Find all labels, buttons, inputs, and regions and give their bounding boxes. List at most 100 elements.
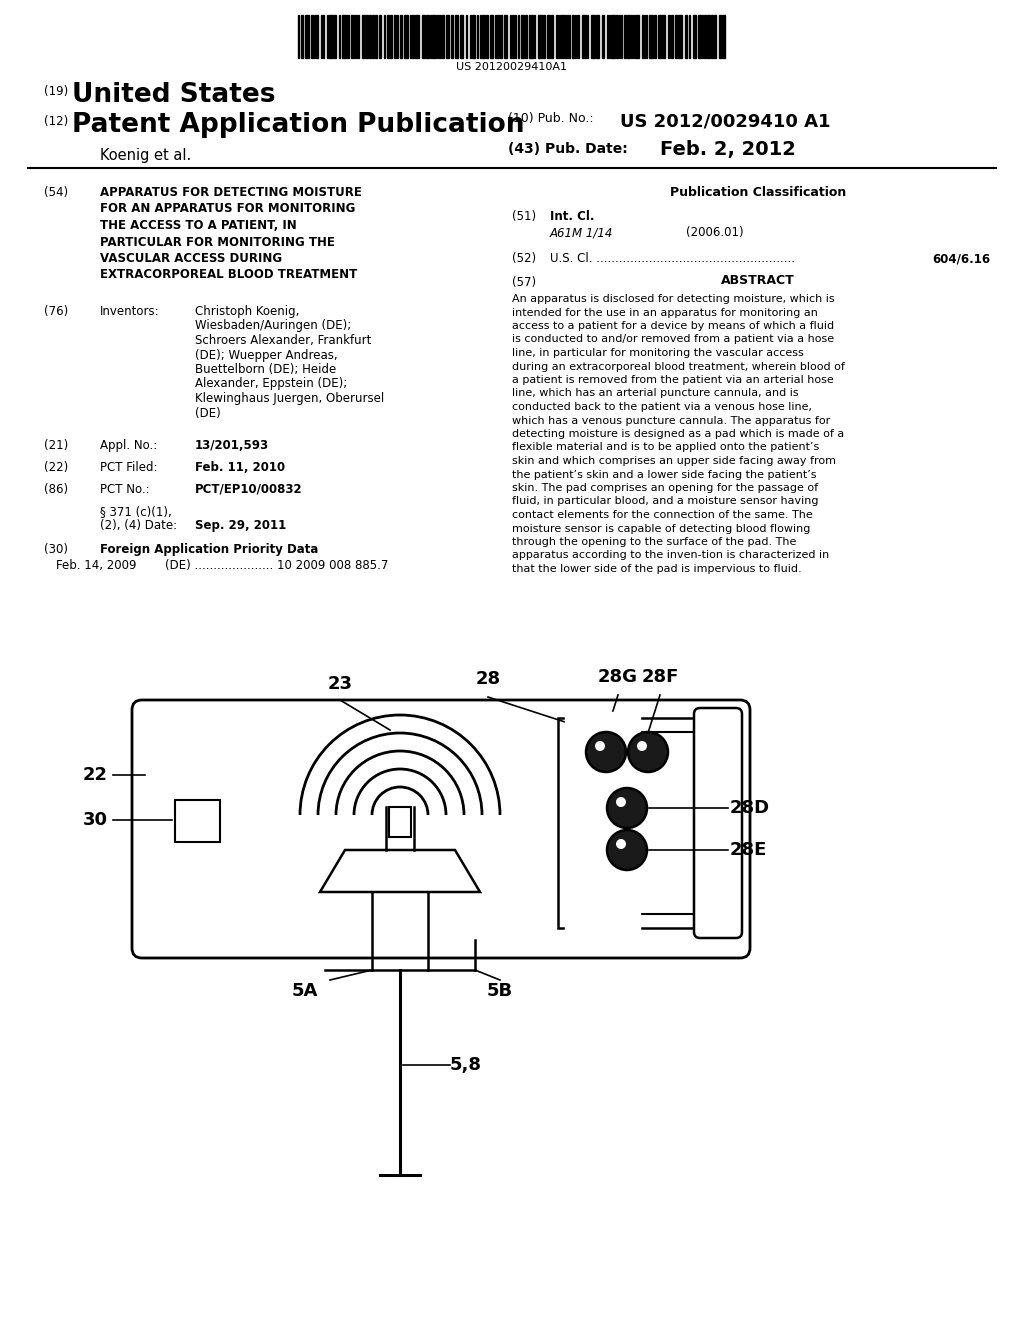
Bar [372, 15, 374, 58]
Text: (57): (57) [512, 276, 537, 289]
Bar [316, 15, 318, 58]
Text: THE ACCESS TO A PATIENT, IN: THE ACCESS TO A PATIENT, IN [100, 219, 297, 232]
Bar [334, 15, 336, 58]
Text: 22: 22 [83, 766, 108, 784]
Bar [366, 15, 368, 58]
Text: intended for the use in an apparatus for monitoring an: intended for the use in an apparatus for… [512, 308, 818, 318]
Text: flexible material and is to be applied onto the patient’s: flexible material and is to be applied o… [512, 442, 819, 453]
Bar [547, 15, 550, 58]
Text: (52): (52) [512, 252, 537, 265]
Bar [602, 15, 604, 58]
Bar [390, 15, 392, 58]
FancyBboxPatch shape [132, 700, 750, 958]
FancyBboxPatch shape [694, 708, 742, 939]
Text: Wiesbaden/Auringen (DE);: Wiesbaden/Auringen (DE); [195, 319, 351, 333]
Bar [624, 15, 626, 58]
Bar [400, 15, 402, 58]
Text: PCT/EP10/00832: PCT/EP10/00832 [195, 483, 303, 496]
Text: FOR AN APPARATUS FOR MONITORING: FOR AN APPARATUS FOR MONITORING [100, 202, 355, 215]
Bar [719, 15, 721, 58]
Text: Patent Application Publication: Patent Application Publication [72, 112, 524, 139]
Bar [565, 711, 640, 935]
Text: § 371 (c)(1),: § 371 (c)(1), [100, 506, 172, 517]
Text: 30: 30 [83, 810, 108, 829]
Text: contact elements for the connection of the same. The: contact elements for the connection of t… [512, 510, 813, 520]
Bar [347, 15, 349, 58]
Text: Feb. 2, 2012: Feb. 2, 2012 [660, 140, 796, 158]
Text: 23: 23 [328, 675, 352, 693]
Bar [512, 15, 514, 58]
Text: skin. The pad comprises an opening for the passage of: skin. The pad comprises an opening for t… [512, 483, 818, 492]
Bar [460, 15, 463, 58]
Bar [596, 15, 599, 58]
Polygon shape [319, 850, 480, 892]
Text: (2006.01): (2006.01) [686, 226, 743, 239]
Bar [685, 15, 687, 58]
Bar [543, 15, 545, 58]
Text: Foreign Application Priority Data: Foreign Application Priority Data [100, 543, 318, 556]
Circle shape [637, 741, 647, 751]
Text: Sep. 29, 2011: Sep. 29, 2011 [195, 519, 287, 532]
Text: (DE); Wuepper Andreas,: (DE); Wuepper Andreas, [195, 348, 338, 362]
Bar [387, 15, 389, 58]
Text: An apparatus is disclosed for detecting moisture, which is: An apparatus is disclosed for detecting … [512, 294, 835, 304]
Text: APPARATUS FOR DETECTING MOISTURE: APPARATUS FOR DETECTING MOISTURE [100, 186, 361, 199]
Bar [561, 15, 564, 58]
Bar [446, 15, 449, 58]
Bar [627, 15, 630, 58]
Text: is conducted to and/or removed from a patient via a hose: is conducted to and/or removed from a pa… [512, 334, 835, 345]
Bar [538, 15, 542, 58]
Text: 13/201,593: 13/201,593 [195, 440, 269, 451]
Bar [375, 15, 377, 58]
Circle shape [616, 840, 626, 849]
Bar [635, 15, 639, 58]
Text: (51): (51) [512, 210, 537, 223]
Bar [525, 15, 527, 58]
Bar [577, 15, 579, 58]
Text: Publication Classification: Publication Classification [670, 186, 846, 199]
Text: ABSTRACT: ABSTRACT [721, 275, 795, 286]
Bar [329, 15, 333, 58]
Bar [662, 15, 665, 58]
Text: detecting moisture is designed as a pad which is made of a: detecting moisture is designed as a pad … [512, 429, 844, 440]
Bar [722, 15, 725, 58]
Text: through the opening to the surface of the pad. The: through the opening to the surface of th… [512, 537, 797, 546]
Text: a patient is removed from the patient via an arterial hose: a patient is removed from the patient vi… [512, 375, 834, 385]
Bar [654, 15, 656, 58]
Text: United States: United States [72, 82, 275, 108]
Bar [175, 800, 220, 842]
Text: 5A: 5A [292, 982, 318, 1001]
Bar [698, 15, 701, 58]
Text: (30): (30) [44, 543, 68, 556]
Bar [711, 15, 713, 58]
Bar [311, 15, 313, 58]
Circle shape [607, 788, 647, 828]
Text: (10) Pub. No.:: (10) Pub. No.: [508, 112, 594, 125]
Bar [482, 15, 485, 58]
Text: U.S. Cl. .....................................................: U.S. Cl. ...............................… [550, 252, 795, 265]
Bar [415, 15, 419, 58]
Text: (12): (12) [44, 115, 69, 128]
Bar [442, 15, 444, 58]
Bar [426, 15, 429, 58]
Bar [705, 15, 706, 58]
Text: (DE) ..................... 10 2009 008 885.7: (DE) ..................... 10 2009 008 8… [165, 558, 388, 572]
Text: 28: 28 [475, 671, 501, 688]
Text: Int. Cl.: Int. Cl. [550, 210, 595, 223]
Bar [668, 15, 670, 58]
Text: moisture sensor is capable of detecting blood flowing: moisture sensor is capable of detecting … [512, 524, 810, 533]
Text: (43) Pub. Date:: (43) Pub. Date: [508, 143, 628, 156]
Bar [658, 15, 662, 58]
Text: (86): (86) [44, 483, 69, 496]
Text: 5B: 5B [487, 982, 513, 1001]
Text: PARTICULAR FOR MONITORING THE: PARTICULAR FOR MONITORING THE [100, 235, 335, 248]
Bar [394, 15, 396, 58]
Bar [342, 15, 346, 58]
Text: A61M 1/14: A61M 1/14 [550, 226, 613, 239]
Bar [558, 718, 708, 928]
Text: line, in particular for monitoring the vascular access: line, in particular for monitoring the v… [512, 348, 804, 358]
Circle shape [586, 733, 626, 772]
Bar [412, 15, 414, 58]
Bar [351, 15, 353, 58]
Text: 28G: 28G [598, 668, 638, 686]
